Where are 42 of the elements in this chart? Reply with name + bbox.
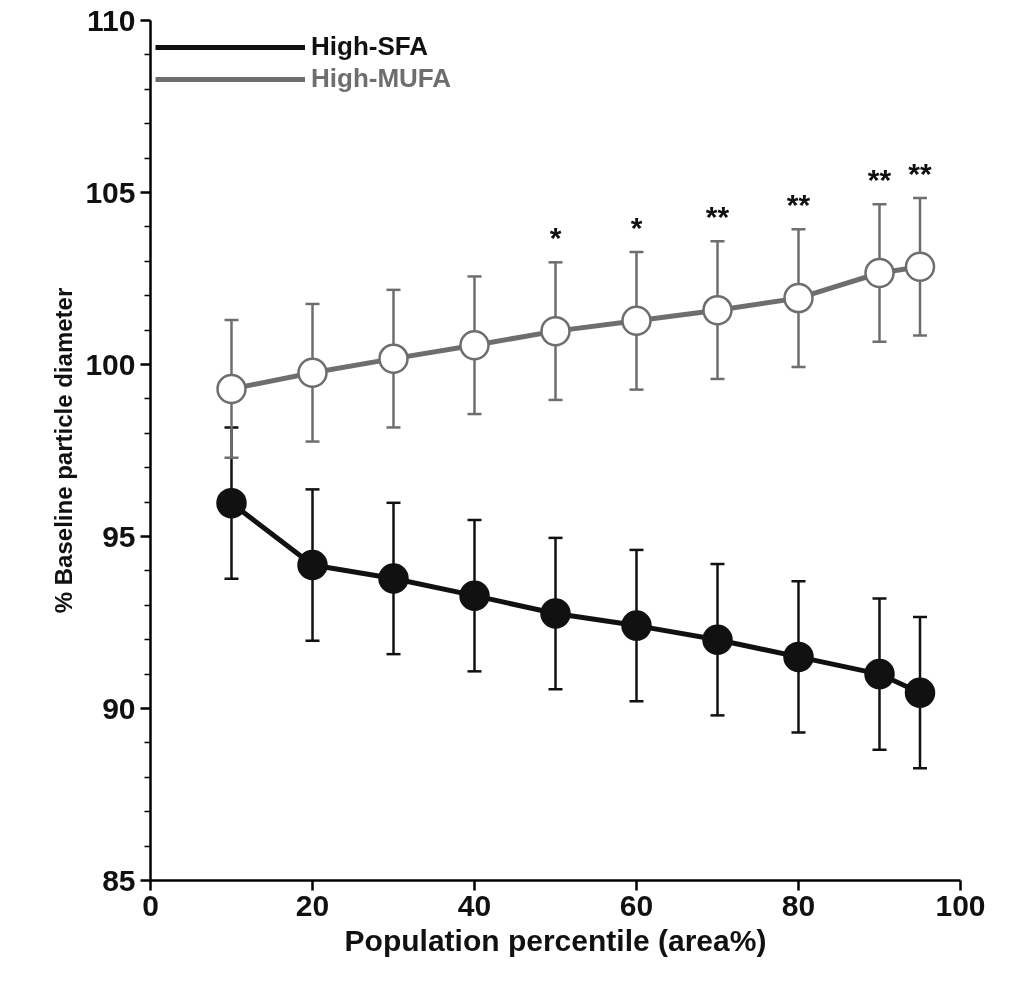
point [702, 624, 733, 655]
y-axis-title: % Baseline particle diameter [50, 287, 78, 614]
y-tick-label: 105 [85, 175, 136, 209]
y-tick-label: 95 [102, 519, 136, 553]
point [216, 373, 247, 405]
point [297, 549, 328, 581]
annotation: * [549, 221, 562, 255]
y-tick-label: 100 [85, 347, 136, 381]
point [783, 282, 814, 314]
annotation: ** [705, 200, 730, 234]
x-tick-label: 0 [142, 888, 159, 922]
y-tick-label: 90 [102, 691, 136, 725]
y-tick-label: 110 [87, 3, 136, 37]
point [904, 251, 936, 283]
annotation: ** [867, 163, 892, 197]
point [459, 330, 490, 361]
y-tick-label: 85 [102, 863, 136, 897]
x-tick-label: 100 [935, 888, 986, 922]
text: High-MUFA [311, 63, 452, 94]
point [378, 563, 409, 594]
annotation: ** [908, 157, 932, 190]
point [621, 305, 652, 337]
annotation: * [630, 211, 643, 245]
point [540, 315, 571, 347]
point [864, 257, 895, 289]
point [216, 487, 247, 519]
x-tick-label: 20 [295, 888, 330, 922]
text: High-SFA [311, 31, 428, 62]
point [297, 357, 328, 388]
x-axis-title: Population percentile (area%) [344, 923, 767, 957]
x-tick-label: 80 [781, 888, 816, 922]
x-tick-label: 40 [457, 888, 492, 922]
point [540, 598, 571, 629]
point [459, 580, 490, 611]
point [864, 658, 895, 690]
point [783, 641, 814, 673]
point [378, 343, 409, 374]
point [904, 677, 936, 708]
x-tick-label: 60 [619, 888, 654, 922]
point [621, 610, 652, 641]
point [702, 294, 733, 326]
annotation: ** [786, 188, 811, 222]
